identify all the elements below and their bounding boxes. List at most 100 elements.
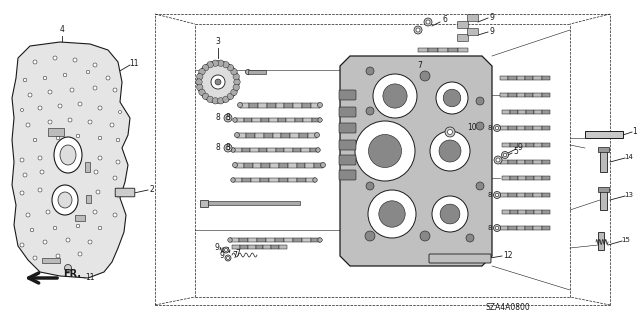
Circle shape [440, 204, 460, 224]
Text: 11: 11 [85, 273, 95, 283]
Text: 8: 8 [216, 114, 220, 122]
Circle shape [44, 76, 47, 80]
Bar [284, 148, 292, 152]
FancyBboxPatch shape [339, 170, 356, 180]
Bar [533, 76, 541, 80]
Circle shape [246, 70, 250, 75]
Bar [260, 118, 269, 122]
Bar [516, 226, 525, 230]
Bar [240, 102, 249, 108]
Bar [533, 193, 541, 197]
Circle shape [20, 243, 24, 247]
Bar [525, 93, 533, 97]
Ellipse shape [58, 192, 72, 208]
Bar [286, 118, 294, 122]
Bar [241, 148, 250, 152]
Circle shape [366, 182, 374, 190]
Circle shape [63, 73, 67, 77]
Text: 14: 14 [625, 154, 634, 160]
Ellipse shape [60, 145, 76, 165]
Bar [296, 162, 305, 167]
Circle shape [88, 240, 92, 244]
Circle shape [116, 138, 120, 142]
Bar [533, 160, 541, 164]
Circle shape [46, 210, 50, 214]
Bar [525, 226, 533, 230]
Circle shape [53, 56, 57, 60]
Circle shape [493, 225, 500, 232]
Circle shape [68, 118, 72, 122]
Bar [526, 143, 534, 147]
Circle shape [226, 116, 230, 120]
Circle shape [426, 20, 430, 24]
Bar [271, 245, 279, 249]
Bar [598, 147, 609, 152]
Circle shape [98, 106, 102, 110]
Circle shape [232, 162, 237, 167]
Bar [508, 226, 516, 230]
Circle shape [20, 158, 24, 162]
Text: FR.: FR. [63, 269, 81, 279]
Circle shape [207, 62, 213, 68]
Circle shape [197, 61, 239, 103]
Bar [305, 162, 314, 167]
Circle shape [38, 106, 42, 110]
Bar [264, 132, 273, 137]
Circle shape [379, 201, 405, 227]
Circle shape [443, 89, 461, 107]
Circle shape [495, 126, 499, 130]
Bar [508, 93, 516, 97]
Circle shape [199, 69, 205, 75]
Bar [208, 201, 300, 205]
Circle shape [225, 249, 227, 251]
Bar [500, 193, 508, 197]
Bar [448, 48, 458, 52]
Bar [308, 132, 317, 137]
Circle shape [76, 134, 80, 138]
Circle shape [317, 102, 323, 108]
Bar [258, 102, 267, 108]
Bar [542, 143, 550, 147]
Text: 6: 6 [443, 16, 447, 25]
Circle shape [33, 256, 37, 260]
Bar [302, 238, 311, 242]
Text: 5: 5 [513, 147, 518, 157]
Circle shape [416, 28, 420, 32]
Circle shape [476, 122, 484, 130]
Bar [301, 148, 310, 152]
Bar [310, 148, 318, 152]
Circle shape [383, 84, 407, 108]
Bar [292, 148, 301, 152]
Bar [518, 143, 526, 147]
Text: 9: 9 [490, 26, 495, 35]
Circle shape [231, 178, 236, 182]
Circle shape [33, 60, 37, 64]
Bar [235, 118, 243, 122]
Bar [438, 48, 448, 52]
Circle shape [237, 102, 243, 108]
Text: 8: 8 [488, 192, 492, 198]
Bar [257, 238, 266, 242]
Text: 4: 4 [60, 26, 65, 34]
Bar [510, 110, 518, 114]
Circle shape [355, 121, 415, 181]
FancyBboxPatch shape [339, 107, 356, 117]
Circle shape [439, 140, 461, 162]
Circle shape [316, 148, 320, 152]
Circle shape [73, 58, 77, 62]
Bar [508, 193, 516, 197]
Bar [250, 148, 259, 152]
Bar [273, 132, 282, 137]
Bar [600, 148, 607, 172]
Circle shape [231, 69, 237, 75]
Circle shape [98, 156, 102, 160]
Bar [266, 238, 275, 242]
Bar [233, 178, 242, 182]
Bar [279, 245, 287, 249]
Circle shape [56, 136, 60, 140]
Bar [542, 210, 550, 214]
Bar [297, 178, 306, 182]
Bar [267, 102, 276, 108]
Text: 12: 12 [503, 250, 513, 259]
Text: 13: 13 [625, 192, 634, 198]
